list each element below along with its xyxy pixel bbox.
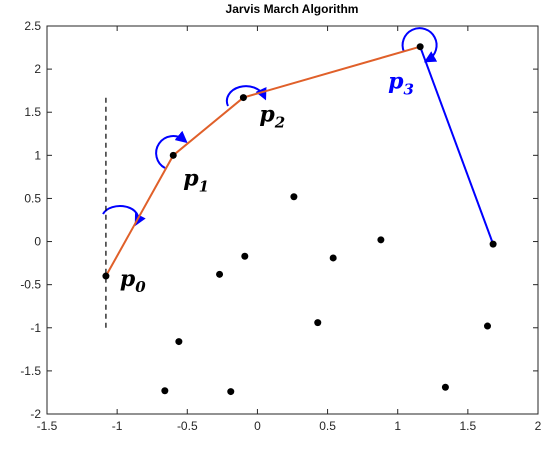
point [227, 388, 235, 396]
point [377, 236, 385, 244]
x-tick-label: 0 [254, 419, 261, 433]
y-tick-label: 2.5 [24, 19, 41, 33]
hull-path [105, 45, 421, 277]
final-edge [419, 46, 495, 245]
y-tick-label: -0.5 [20, 278, 41, 292]
label-subscript: 2 [274, 114, 285, 132]
chart-title: Jarvis March Algorithm [226, 2, 359, 16]
point [329, 254, 337, 262]
point [161, 387, 169, 395]
hull-label: p0 [120, 266, 146, 296]
x-tick-label: -1.5 [37, 419, 58, 433]
hull-label: p1 [183, 165, 209, 195]
label-base: p [259, 102, 275, 128]
turn-arc [155, 130, 188, 169]
x-tick-label: -1 [112, 419, 123, 433]
point [416, 43, 424, 51]
point [239, 94, 247, 102]
y-tick-label: 2 [34, 62, 41, 76]
point [102, 272, 110, 280]
y-tick-label: 0.5 [24, 191, 41, 205]
point [175, 338, 183, 346]
point [290, 193, 298, 201]
label-subscript: 1 [199, 177, 209, 195]
label-base: p [120, 266, 136, 292]
turn-arc [401, 27, 438, 63]
point [314, 319, 322, 327]
label-base: p [388, 69, 404, 95]
y-tick-label: -1.5 [20, 364, 41, 378]
point [169, 151, 177, 159]
turn-arc [225, 85, 267, 107]
point [441, 383, 449, 391]
hull-label: p2 [259, 102, 285, 132]
y-tick-label: -1 [30, 321, 41, 335]
point [483, 322, 491, 330]
y-tick-label: 1 [34, 148, 41, 162]
x-tick-label: 1.5 [460, 419, 477, 433]
hull-label: p3 [388, 69, 414, 99]
label-base: p [183, 165, 199, 191]
point [241, 252, 249, 260]
point [216, 270, 224, 278]
x-tick-label: 1 [394, 419, 401, 433]
y-tick-label: 0 [34, 235, 41, 249]
x-tick-label: 2 [535, 419, 542, 433]
y-tick-label: 1.5 [24, 105, 41, 119]
point [489, 240, 497, 248]
x-tick-label: -0.5 [177, 419, 198, 433]
x-tick-label: 0.5 [319, 419, 336, 433]
y-tick-label: -2 [30, 407, 41, 421]
plot-box [46, 25, 539, 415]
label-subscript: 0 [135, 278, 146, 296]
label-subscript: 3 [404, 81, 414, 99]
